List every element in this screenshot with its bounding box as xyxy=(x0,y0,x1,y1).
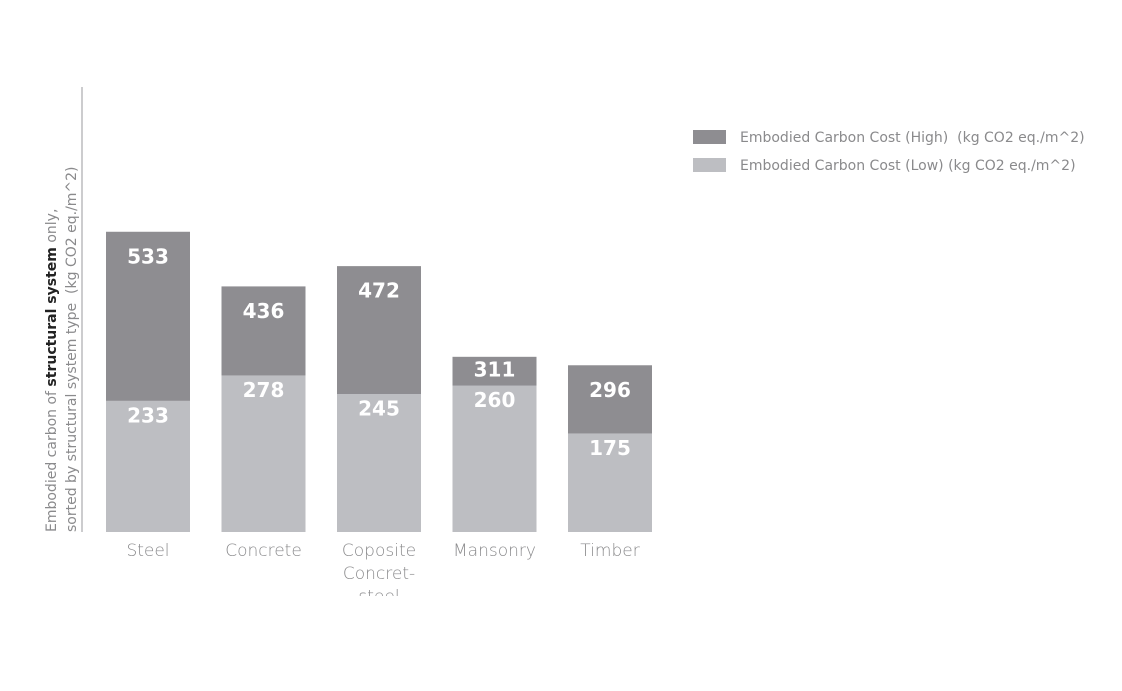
x-tick-label-box: Timber xyxy=(580,541,640,561)
bar xyxy=(221,375,306,532)
bar xyxy=(568,433,652,532)
x-tick-label-box: Coposite Concret-steel xyxy=(341,541,417,596)
x-tick-label-box: Concrete xyxy=(225,541,302,561)
value-label: 533 xyxy=(127,244,169,268)
value-label: 296 xyxy=(589,378,631,402)
x-tick-label: Timber xyxy=(580,541,640,561)
legend-swatch xyxy=(693,158,726,172)
y-label-line2: sorted by structural system type (kg CO2… xyxy=(64,166,80,532)
x-tick-label: Steel xyxy=(126,541,170,561)
y-label-part: structural system xyxy=(44,247,60,386)
value-label: 278 xyxy=(243,378,285,402)
legend-label: Embodied Carbon Cost (High) (kg CO2 eq./… xyxy=(740,130,1085,146)
value-label: 233 xyxy=(127,403,169,427)
value-label: 260 xyxy=(474,388,516,412)
y-label-part: Embodied carbon of xyxy=(44,387,60,532)
bar xyxy=(106,400,190,532)
legend-label: Embodied Carbon Cost (Low) (kg CO2 eq./m… xyxy=(740,158,1076,174)
x-tick-label: Concrete xyxy=(225,541,302,561)
value-label: 436 xyxy=(243,299,285,323)
x-tick-label-box: Mansonry xyxy=(453,541,536,561)
legend-swatch xyxy=(693,130,726,144)
value-label: 472 xyxy=(358,279,400,303)
y-label-part: only, xyxy=(44,209,60,248)
bar xyxy=(337,393,421,532)
bar xyxy=(452,385,537,532)
value-label: 311 xyxy=(474,358,516,382)
x-tick-label-box: Steel xyxy=(126,541,170,561)
x-tick-label: Coposite Concret-steel xyxy=(341,541,417,596)
value-label: 175 xyxy=(589,436,631,460)
y-axis-label: Embodied carbon of structural system onl… xyxy=(44,166,80,532)
y-label-line1: Embodied carbon of structural system onl… xyxy=(44,209,60,532)
value-label: 245 xyxy=(358,396,400,420)
x-tick-label: Mansonry xyxy=(453,541,536,561)
